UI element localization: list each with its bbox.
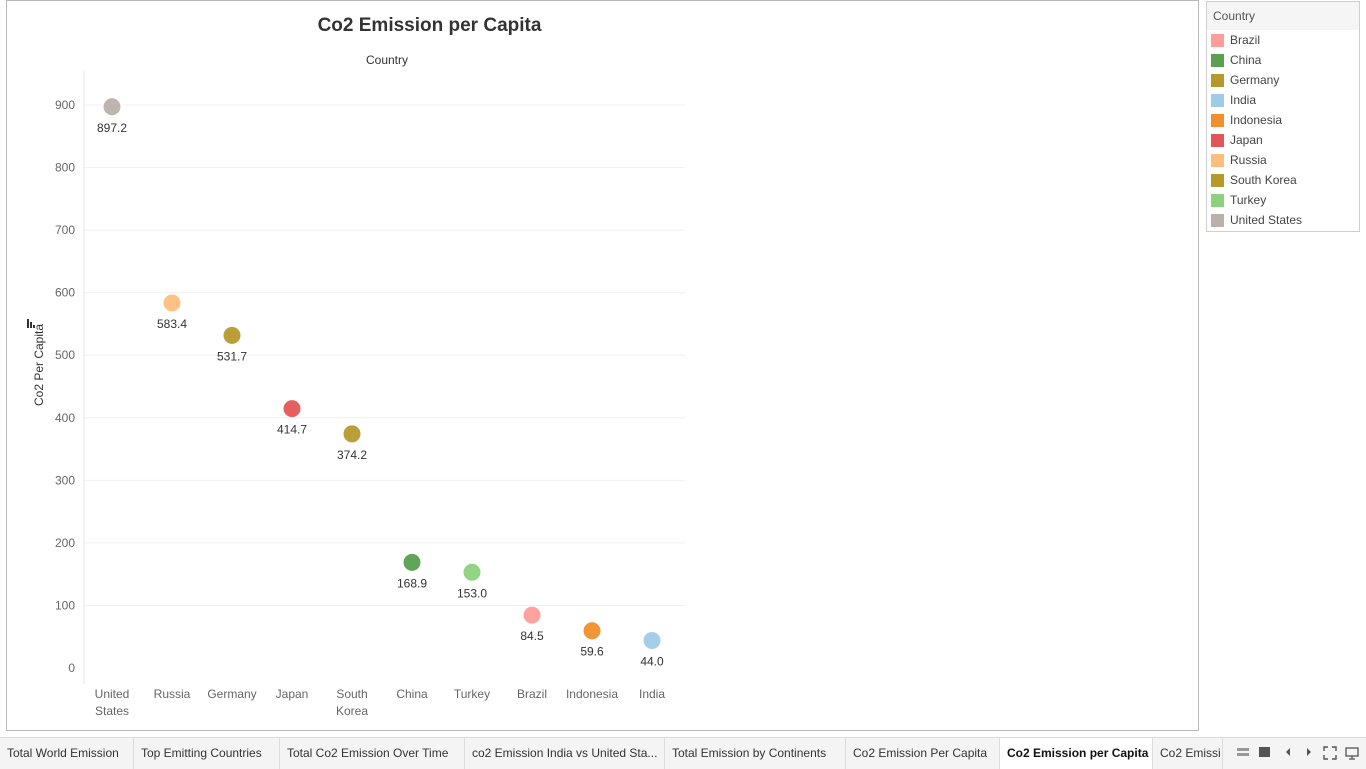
legend-swatch [1211,73,1224,87]
legend-swatch [1211,213,1224,227]
y-tick-label: 500 [55,348,75,362]
x-tick-label: Japan [276,687,309,701]
legend-item[interactable]: South Korea [1207,170,1359,190]
y-tick-label: 900 [55,98,75,112]
single-view-icon[interactable] [1257,746,1273,762]
data-point[interactable] [582,621,602,641]
data-point[interactable] [282,399,302,419]
legend-swatch [1211,193,1224,207]
x-tick-label: China [396,687,428,701]
data-label: 168.9 [397,576,427,590]
y-tick-label: 400 [55,411,75,425]
sort-icon[interactable] [27,319,35,328]
legend-item[interactable]: United States [1207,210,1359,230]
legend-swatch [1211,33,1224,47]
y-tick-label: 600 [55,286,75,300]
sheet-tab[interactable]: Total World Emission [0,738,134,769]
x-tick-label: Turkey [454,687,490,701]
data-point[interactable] [102,97,122,117]
data-point[interactable] [642,630,662,650]
sheet-tab[interactable]: co2 Emission India vs United Sta... [465,738,665,769]
y-tick-label: 800 [55,161,75,175]
legend-label: Brazil [1230,33,1261,47]
x-tick-label: United [95,687,130,701]
legend-label: South Korea [1230,173,1297,187]
sheet-tab[interactable]: Co2 Emission Per Capita [846,738,1000,769]
sheet-tab[interactable]: Co2 Emissi [1153,738,1223,769]
sheet-tab[interactable]: Total Emission by Continents [665,738,846,769]
grid-view-icon[interactable] [1235,746,1251,762]
data-point[interactable] [222,325,242,345]
legend-swatch [1211,93,1224,107]
legend-item[interactable]: Brazil [1207,30,1359,50]
legend-item[interactable]: Turkey [1207,190,1359,210]
data-label: 531.7 [217,349,247,363]
legend-swatch [1211,53,1224,67]
legend-swatch [1211,173,1224,187]
legend-label: United States [1230,213,1303,227]
x-tick-label: Germany [207,687,256,701]
legend-swatch [1211,113,1224,127]
legend-item[interactable]: Indonesia [1207,110,1359,130]
legend-label: Japan [1230,133,1263,147]
x-tick-label: India [639,687,665,701]
worksheet-view: 0 100 200 300 400 500 600 700 800 900 Co2 Per Capi… [6,0,1199,731]
sheet-tab[interactable]: Total Co2 Emission Over Time [280,738,465,769]
legend-item[interactable]: Germany [1207,70,1359,90]
fullscreen-icon[interactable] [1322,746,1338,762]
data-label: 583.4 [157,317,187,331]
data-point[interactable] [162,293,182,313]
sheet-tab[interactable]: Top Emitting Countries [134,738,280,769]
y-tick-label: 700 [55,223,75,237]
x-tick-label: Korea [336,704,368,718]
y-tick-label: 300 [55,473,75,487]
legend-swatch [1211,133,1224,147]
legend-swatch [1211,153,1224,167]
legend-item[interactable]: Japan [1207,130,1359,150]
legend-label: Germany [1230,73,1280,87]
legend-item[interactable]: India [1207,90,1359,110]
x-tick-label: South [336,687,367,701]
chart-title: Co2 Emission per Capita [317,15,542,36]
y-tick-label: 200 [55,536,75,550]
data-label: 153.0 [457,586,487,600]
x-tick-label: Russia [154,687,191,701]
data-point[interactable] [402,552,422,572]
data-label: 59.6 [580,645,604,659]
sheet-tab[interactable]: Co2 Emission per Capita [1000,738,1153,769]
legend-label: Turkey [1230,193,1267,207]
data-label: 44.0 [640,654,664,668]
data-point[interactable] [522,605,542,625]
y-tick-label: 0 [68,661,75,675]
scatter-chart: 0 100 200 300 400 500 600 700 800 900 Co2 Per Capi… [27,71,685,718]
data-label: 414.7 [277,423,307,437]
x-tick-label: States [95,704,129,718]
data-point[interactable] [342,424,362,444]
legend: Country Brazil China Germany India Indonesia… [1206,1,1360,232]
legend-label: India [1230,93,1257,107]
data-label: 84.5 [520,629,544,643]
previous-icon[interactable] [1280,746,1296,762]
x-tick-label: Brazil [517,687,547,701]
column-header: Country [365,53,409,67]
x-tick-label: Indonesia [566,687,618,701]
present-icon[interactable] [1344,746,1360,762]
legend-title: Country [1207,2,1359,30]
legend-label: China [1230,53,1262,67]
legend-label: Russia [1230,153,1267,167]
y-axis-title: Co2 Per Capita [32,324,46,406]
next-icon[interactable] [1301,746,1317,762]
data-label: 897.2 [97,121,127,135]
y-tick-label: 100 [55,598,75,612]
legend-item[interactable]: China [1207,50,1359,70]
data-point[interactable] [462,562,482,582]
legend-item[interactable]: Russia [1207,150,1359,170]
legend-label: Indonesia [1230,113,1283,127]
data-label: 374.2 [337,448,367,462]
sheet-tab-bar: Total World Emission Top Emitting Countri… [0,737,1366,769]
